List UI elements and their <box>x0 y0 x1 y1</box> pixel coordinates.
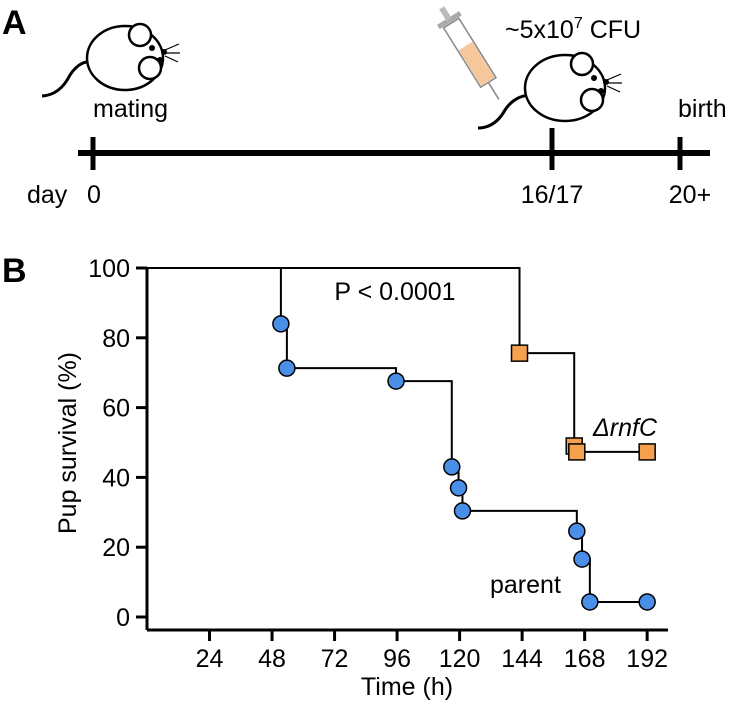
x-tick-label: 144 <box>501 645 543 673</box>
syringe-icon <box>437 6 500 100</box>
y-tick-label: 0 <box>116 604 130 632</box>
series-label: parent <box>490 571 561 599</box>
mouse-icon <box>477 51 622 130</box>
day-label: day <box>27 181 68 209</box>
dose-label: ~5x107 CFU <box>505 15 641 44</box>
y-tick-label: 100 <box>88 255 130 283</box>
square-marker <box>568 443 586 461</box>
circle-marker <box>443 458 461 476</box>
square-marker <box>510 344 529 362</box>
circle-marker <box>278 359 296 377</box>
y-tick-label: 60 <box>102 395 130 423</box>
series-label: ΔrnfC <box>592 414 658 442</box>
y-tick-label: 40 <box>102 464 130 492</box>
mouse-icon <box>41 22 180 98</box>
day-tick-label: 20+ <box>669 181 711 209</box>
y-tick-label: 20 <box>102 534 130 562</box>
x-tick-label: 24 <box>196 645 224 673</box>
y-tick-label: 80 <box>102 325 130 353</box>
survival-curve <box>147 267 648 603</box>
event-label: birth <box>678 95 727 123</box>
x-tick-label: 168 <box>564 645 606 673</box>
x-tick-label: 120 <box>439 645 481 673</box>
x-tick-label: 72 <box>321 645 349 673</box>
chart: P < 0.0001 Pup survival (%) Time (h) 0 20… <box>54 255 668 701</box>
day-tick-label: 16/17 <box>521 181 584 209</box>
square-marker <box>638 443 656 461</box>
x-tick-label: 192 <box>626 645 668 673</box>
circle-marker <box>581 593 599 611</box>
x-tick-label: 96 <box>383 645 411 673</box>
circle-marker <box>568 522 586 540</box>
day-tick-label: 0 <box>87 181 101 209</box>
circle-marker <box>638 593 656 611</box>
x-axis-title: Time (h) <box>361 673 453 701</box>
circle-marker <box>453 502 472 520</box>
annotation: P < 0.0001 <box>334 278 455 306</box>
x-tick-label: 48 <box>258 645 286 673</box>
circle-marker <box>449 479 468 497</box>
circle-marker <box>387 372 405 390</box>
circle-marker <box>573 550 591 568</box>
panel-label: A <box>2 4 27 42</box>
y-axis-title: Pup survival (%) <box>54 352 82 534</box>
panel-label: B <box>2 252 27 290</box>
circle-marker <box>272 315 290 333</box>
event-label: mating <box>93 95 168 123</box>
